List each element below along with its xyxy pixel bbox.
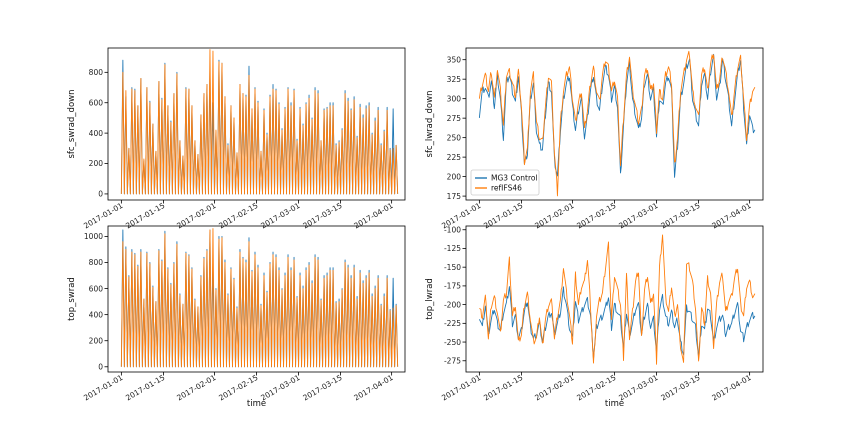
y-tick-label: -100 [444,225,461,234]
y-tick-label: 175 [447,192,462,201]
y-tick-label: 0 [98,362,103,371]
y-tick-label: -250 [444,338,461,347]
y-tick-label: 600 [89,284,104,293]
y-axis-label: sfc_lwrad_down [425,91,435,158]
series-line-reflfs46 [479,234,756,365]
y-tick-label: 200 [447,172,462,181]
y-tick-label: 800 [89,258,104,267]
series-line-mg3-control [478,53,756,178]
series-group [478,234,756,365]
y-tick-label: 600 [89,98,104,107]
y-tick-label: 1000 [84,232,103,241]
x-tick-label: 2017-01-01 [440,373,482,403]
y-tick-label: -150 [444,263,461,272]
x-tick-label: 2017-04-01 [710,373,752,403]
y-tick-label: -275 [444,356,461,365]
y-axis-label: top_swrad [67,277,77,321]
x-tick-label: 2017-03-15 [301,373,343,403]
series-group [478,50,756,197]
y-tick-label: -125 [444,244,461,253]
y-tick-label: 800 [89,68,104,77]
chart-top_swrad: 0 200 400 600 800 1000 2017-01-01 2017-01-15 201… [67,225,406,409]
chart-top_lwrad: -275 -250 -225 -200 -175 -150 -125 -100 2017-01-… [425,225,764,409]
x-axis-label: time [605,399,624,409]
y-tick-label: 325 [447,75,462,84]
series-line-reflfs46 [120,49,399,195]
y-tick-label: 250 [447,133,462,142]
legend-entry: MG3 Control [491,174,538,183]
x-tick-label: 2017-01-01 [82,373,124,403]
series-line-mg3-control [478,286,756,360]
x-tick-label: 2017-03-15 [659,373,701,403]
y-tick-label: 200 [89,159,104,168]
y-tick-label: 225 [447,153,462,162]
y-tick-label: 0 [98,190,103,199]
y-tick-label: 350 [447,55,462,64]
series-group [120,228,399,368]
y-tick-label: -225 [444,319,461,328]
legend-entry: refIFS46 [491,184,522,193]
series-line-reflfs46 [120,228,399,368]
series-line-reflfs46 [478,50,756,197]
x-tick-label: 2017-02-01 [175,373,217,403]
x-tick-label: 2017-01-15 [482,373,524,403]
y-tick-label: 400 [89,129,104,138]
x-tick-label: 2017-01-15 [124,373,166,403]
y-tick-label: 275 [447,114,462,123]
x-tick-label: 2017-04-01 [352,373,394,403]
y-axis-label: sfc_swrad_down [67,89,77,158]
y-tick-label: 400 [89,310,104,319]
y-tick-label: 200 [89,336,104,345]
y-tick-label: -175 [444,282,461,291]
y-tick-label: 300 [447,94,462,103]
x-axis-label: time [247,399,266,409]
y-axis-label: top_lwrad [425,278,435,320]
legend-box [470,169,540,196]
x-tick-label: 2017-02-01 [533,373,575,403]
y-tick-label: -200 [444,300,461,309]
series-group [120,49,399,195]
